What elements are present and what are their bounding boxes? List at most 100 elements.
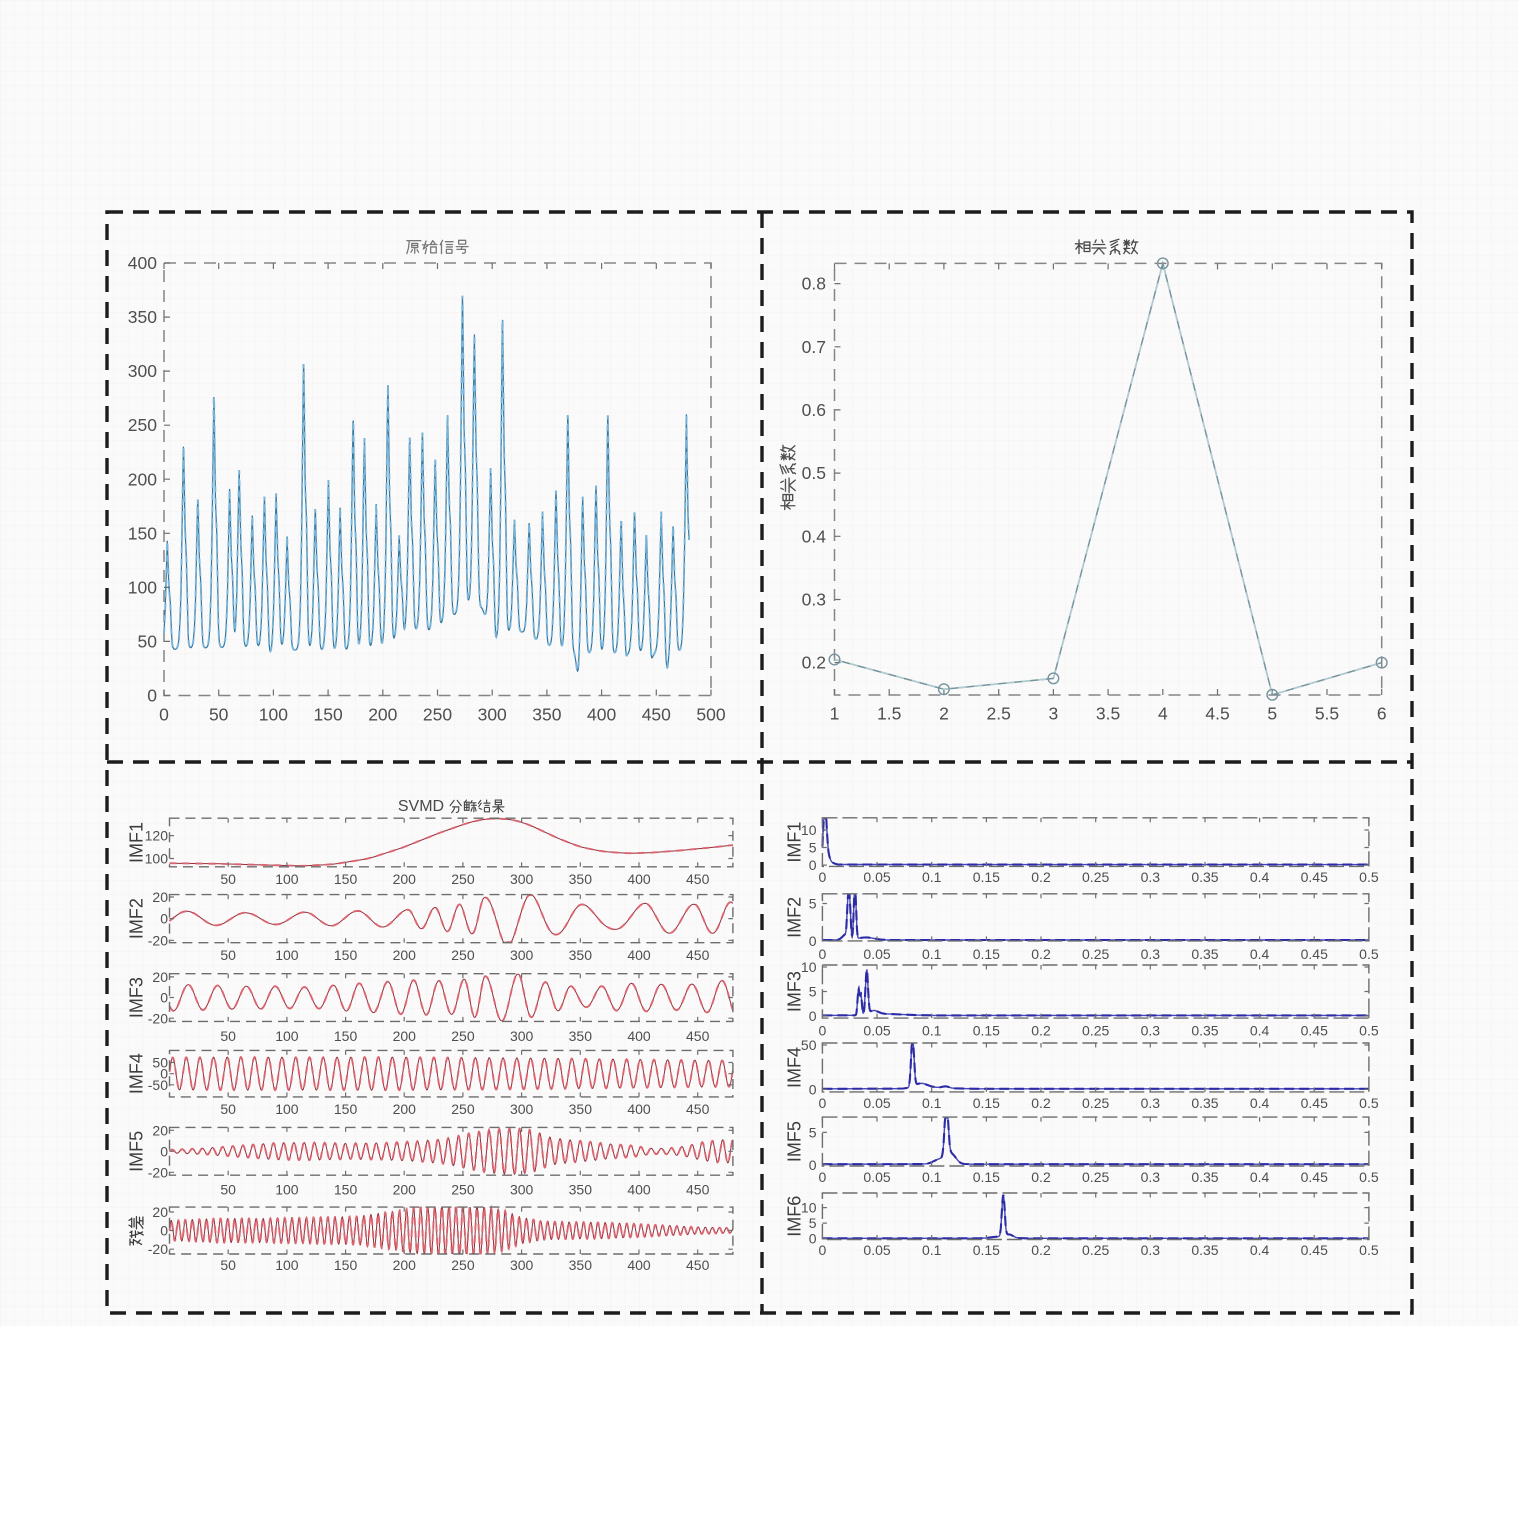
svg-text:0.2: 0.2	[1031, 946, 1051, 962]
svg-text:0.15: 0.15	[973, 946, 1000, 962]
svg-text:0.35: 0.35	[1191, 946, 1218, 962]
svg-text:150: 150	[334, 1257, 358, 1273]
svg-text:IMF1: IMF1	[785, 822, 805, 863]
svg-text:20: 20	[152, 889, 168, 905]
svg-text:IMF5: IMF5	[127, 1131, 147, 1172]
svg-text:0.7: 0.7	[802, 337, 826, 357]
svg-text:50: 50	[209, 705, 229, 725]
svg-text:-20: -20	[148, 1010, 168, 1026]
svg-text:0.5: 0.5	[1359, 946, 1379, 962]
svg-text:120: 120	[145, 828, 169, 844]
svg-text:-20: -20	[148, 932, 168, 948]
svg-text:0: 0	[809, 933, 817, 949]
svg-text:50: 50	[138, 631, 158, 651]
svg-text:350: 350	[569, 947, 593, 963]
svg-text:-20: -20	[148, 1164, 168, 1180]
svg-text:150: 150	[334, 1182, 358, 1198]
svg-text:0.6: 0.6	[802, 400, 826, 420]
svg-text:IMF4: IMF4	[127, 1053, 147, 1094]
svg-text:100: 100	[275, 1028, 299, 1044]
svg-text:0.2: 0.2	[802, 653, 826, 673]
svg-text:-50: -50	[148, 1077, 168, 1093]
svg-text:150: 150	[334, 947, 358, 963]
svg-text:5: 5	[809, 984, 817, 1000]
svg-text:0.2: 0.2	[1031, 1242, 1051, 1258]
svg-text:250: 250	[451, 871, 475, 887]
svg-text:IMF4: IMF4	[785, 1047, 805, 1088]
svg-text:20: 20	[152, 1122, 168, 1138]
svg-text:0: 0	[809, 1157, 817, 1173]
svg-text:0: 0	[819, 1095, 827, 1111]
svg-text:0.45: 0.45	[1301, 869, 1328, 885]
svg-text:0.1: 0.1	[922, 869, 942, 885]
svg-text:2.5: 2.5	[986, 704, 1010, 724]
svg-text:0.15: 0.15	[973, 869, 1000, 885]
svg-text:0.05: 0.05	[863, 869, 890, 885]
svg-text:2: 2	[939, 704, 949, 724]
svg-text:350: 350	[569, 1028, 593, 1044]
svg-text:300: 300	[510, 1257, 534, 1273]
svg-text:400: 400	[587, 705, 616, 725]
svg-text:50: 50	[220, 1257, 236, 1273]
svg-text:4.5: 4.5	[1205, 704, 1229, 724]
svg-text:250: 250	[451, 947, 475, 963]
svg-text:0.05: 0.05	[863, 1095, 890, 1111]
svg-text:450: 450	[686, 871, 710, 887]
svg-text:5: 5	[809, 1215, 817, 1231]
svg-text:0.8: 0.8	[802, 274, 826, 294]
svg-text:250: 250	[451, 1028, 475, 1044]
svg-text:400: 400	[128, 253, 157, 273]
svg-text:0: 0	[819, 1023, 827, 1039]
svg-text:0.2: 0.2	[1031, 1023, 1051, 1039]
svg-text:0.45: 0.45	[1301, 1242, 1328, 1258]
svg-text:0.3: 0.3	[1141, 1023, 1161, 1039]
svg-text:IMF3: IMF3	[785, 971, 805, 1012]
svg-text:400: 400	[627, 1257, 651, 1273]
svg-text:200: 200	[393, 871, 417, 887]
svg-text:150: 150	[334, 1101, 358, 1117]
svg-text:0.3: 0.3	[1141, 946, 1161, 962]
svg-text:0.25: 0.25	[1082, 869, 1109, 885]
svg-text:200: 200	[393, 1257, 417, 1273]
svg-text:300: 300	[510, 1028, 534, 1044]
svg-text:0.45: 0.45	[1301, 1023, 1328, 1039]
svg-text:0.3: 0.3	[802, 589, 826, 609]
svg-text:300: 300	[510, 947, 534, 963]
svg-text:0.05: 0.05	[863, 1023, 890, 1039]
svg-text:0.15: 0.15	[973, 1023, 1000, 1039]
svg-text:0.4: 0.4	[802, 526, 827, 546]
svg-text:200: 200	[393, 1182, 417, 1198]
svg-text:250: 250	[451, 1101, 475, 1117]
svg-text:100: 100	[275, 947, 299, 963]
svg-text:300: 300	[510, 871, 534, 887]
svg-text:100: 100	[275, 1182, 299, 1198]
svg-text:10: 10	[801, 1200, 817, 1216]
svg-text:200: 200	[393, 947, 417, 963]
svg-text:100: 100	[275, 1257, 299, 1273]
svg-text:50: 50	[801, 1037, 817, 1053]
svg-text:5: 5	[809, 1124, 817, 1140]
svg-text:0: 0	[809, 1231, 817, 1247]
svg-text:0.1: 0.1	[922, 1242, 942, 1258]
svg-text:250: 250	[423, 705, 452, 725]
svg-text:0.3: 0.3	[1141, 1242, 1161, 1258]
svg-text:0.4: 0.4	[1250, 1242, 1270, 1258]
svg-text:5: 5	[809, 896, 817, 912]
svg-text:-20: -20	[148, 1241, 168, 1257]
svg-text:450: 450	[686, 947, 710, 963]
svg-text:0.15: 0.15	[973, 1242, 1000, 1258]
svg-text:400: 400	[627, 871, 651, 887]
svg-text:0: 0	[160, 1143, 168, 1159]
svg-text:IMF5: IMF5	[785, 1121, 805, 1162]
svg-text:IMF6: IMF6	[785, 1196, 805, 1237]
svg-text:0.5: 0.5	[1359, 1242, 1379, 1258]
svg-text:200: 200	[393, 1101, 417, 1117]
svg-text:350: 350	[569, 1101, 593, 1117]
svg-text:4: 4	[1158, 704, 1168, 724]
svg-text:0: 0	[159, 705, 169, 725]
svg-text:0.4: 0.4	[1250, 1169, 1270, 1185]
svg-text:300: 300	[510, 1182, 534, 1198]
svg-text:0.2: 0.2	[1031, 1169, 1051, 1185]
svg-text:50: 50	[220, 1028, 236, 1044]
svg-text:150: 150	[334, 1028, 358, 1044]
